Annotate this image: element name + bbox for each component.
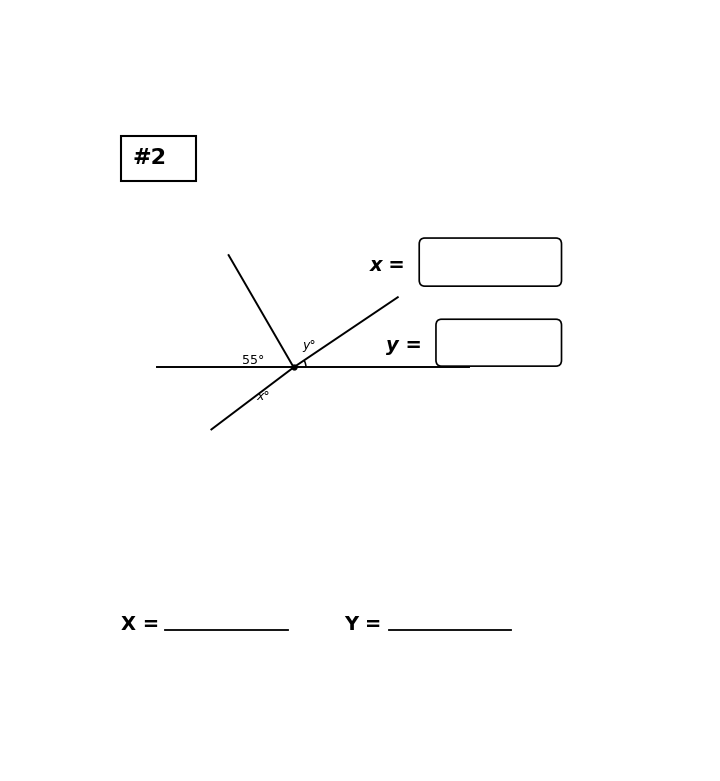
Text: y°: y° <box>302 339 316 352</box>
FancyBboxPatch shape <box>121 136 196 181</box>
Text: 55°: 55° <box>243 354 265 366</box>
Text: Y =: Y = <box>344 615 388 633</box>
FancyBboxPatch shape <box>419 238 562 286</box>
Text: #2: #2 <box>132 148 166 169</box>
Text: y =: y = <box>386 336 422 355</box>
FancyBboxPatch shape <box>436 319 562 366</box>
Text: x°: x° <box>256 390 270 403</box>
Text: X =: X = <box>121 615 166 633</box>
Text: x =: x = <box>369 255 405 275</box>
